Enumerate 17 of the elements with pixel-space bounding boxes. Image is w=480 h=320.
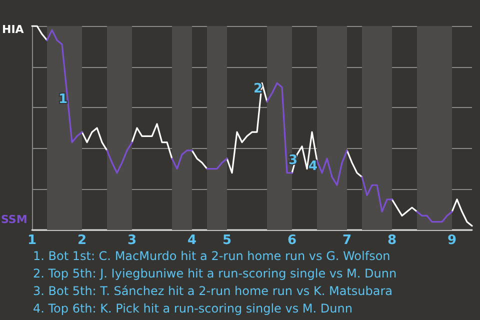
text: 1. Bot 1st: C. MacMurdo hit a 2-run home run vs G. Wolfson: [33, 249, 390, 263]
text: 3. Bot 5th: T. Sánchez hit a 2-run home run vs K. Matsubara: [33, 284, 393, 298]
x-tick-label: 2: [77, 233, 87, 248]
x-tick-label: 7: [342, 233, 352, 248]
text: HIA: [2, 23, 24, 36]
x-tick-label: 3: [127, 233, 137, 248]
x-tick-label: 1: [27, 233, 37, 248]
text: 4. Top 6th: K. Pick hit a run-scoring single vs M. Dunn: [33, 302, 352, 316]
text: SSM: [1, 213, 28, 226]
x-tick-label: 6: [287, 233, 297, 248]
x-tick-label: 9: [447, 233, 457, 248]
x-tick-label: 5: [222, 233, 232, 248]
text: 2. Top 5th: J. Iyiegbuniwe hit a run-scoring single vs M. Dunn: [33, 266, 397, 280]
x-tick-label: 8: [387, 233, 397, 248]
annotation: 1: [58, 92, 68, 107]
x-tick-label: 4: [187, 233, 197, 248]
annotation: 4: [308, 159, 318, 174]
